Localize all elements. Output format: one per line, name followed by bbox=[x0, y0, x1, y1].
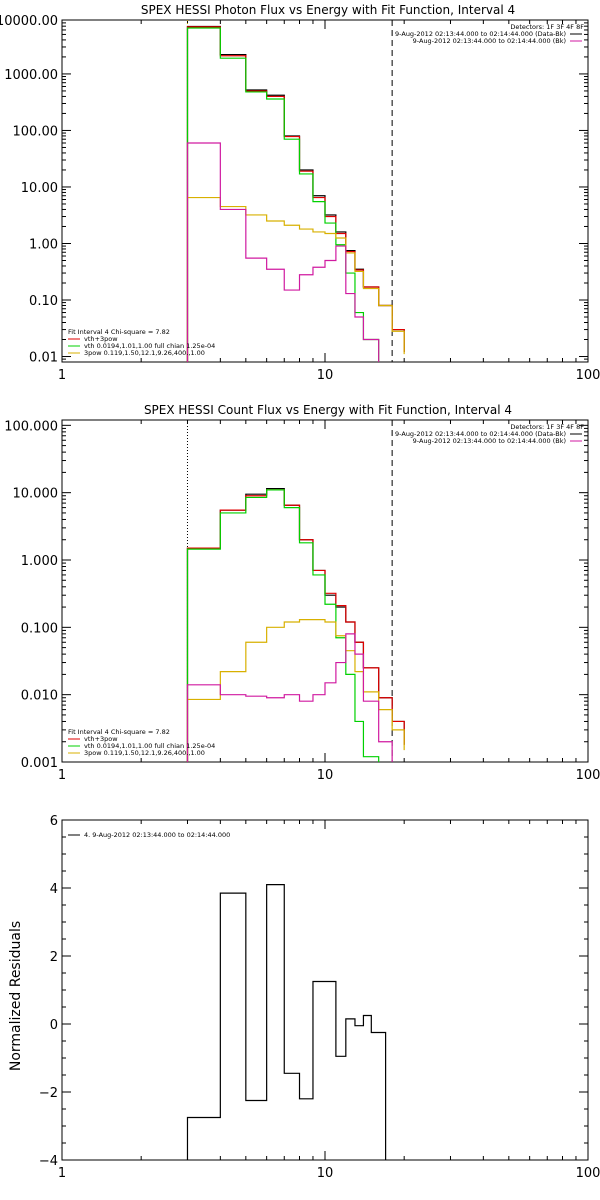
y-tick-label: 10000.00 bbox=[0, 14, 58, 29]
residual-legend-label: 4. 9-Aug-2012 02:13:44.000 to 02:14:44.0… bbox=[84, 831, 230, 839]
y-tick-label: 0.010 bbox=[21, 689, 58, 704]
residuals-panel: Normalized Residuals 1 10 100 6 4 2 0 −2 −4 4. 9-… bbox=[8, 814, 600, 1181]
y-tick-label: 0.10 bbox=[29, 294, 58, 309]
y-tick-label: 1000.00 bbox=[4, 68, 58, 83]
y-tick-label: 6 bbox=[50, 814, 58, 829]
fit-legend-label: 3pow 0.119,1.50,12.1,9.26,400.,1.00 bbox=[84, 349, 205, 357]
series-vth bbox=[186, 489, 380, 762]
plot-series-group bbox=[186, 20, 405, 362]
fit-legend-label: vth+3pow bbox=[84, 735, 118, 743]
x-tick-label: 100 bbox=[576, 368, 600, 383]
fit-legend-label: 3pow 0.119,1.50,12.1,9.26,400.,1.00 bbox=[84, 749, 205, 757]
time-legend-label: 9-Aug-2012 02:13:44.000 to 02:14:44.000 … bbox=[395, 430, 566, 438]
time-legend-label: 9-Aug-2012 02:13:44.000 to 02:14:44.000 … bbox=[413, 437, 566, 445]
y-tick-label: 100.00 bbox=[13, 124, 59, 139]
time-legend-label: 9-Aug-2012 02:13:44.000 to 02:14:44.000 … bbox=[395, 30, 566, 38]
y-tick-label: 0.100 bbox=[21, 621, 58, 636]
y-tick-label: 0 bbox=[50, 1018, 58, 1033]
photon-flux-title: SPEX HESSI Photon Flux vs Energy with Fi… bbox=[141, 3, 515, 17]
plot-series-group bbox=[186, 420, 405, 762]
x-tick-label: 10 bbox=[317, 768, 334, 783]
series-residuals bbox=[186, 884, 393, 1160]
y-tick-label: 4 bbox=[50, 882, 58, 897]
x-tick-label: 1 bbox=[58, 368, 66, 383]
y-tick-label: 100.000 bbox=[4, 419, 58, 434]
series-background bbox=[186, 142, 380, 362]
detectors-label: Detectors: 1F 3F 4F 8F bbox=[510, 423, 584, 431]
y-tick-label: −4 bbox=[39, 1154, 58, 1169]
fit-legend-label: vth 0.0194,1.01,1.00 full chian 1.25e-04 bbox=[84, 742, 215, 750]
fit-legend-header: Fit Interval 4 Chi-square = 7.82 bbox=[68, 328, 170, 336]
plot-series-group bbox=[186, 884, 393, 1160]
fit-legend-label: vth+3pow bbox=[84, 335, 118, 343]
count-flux-title: SPEX HESSI Count Flux vs Energy with Fit… bbox=[144, 403, 512, 417]
x-tick-label: 10 bbox=[317, 1166, 334, 1181]
photon-flux-panel: SPEX HESSI Photon Flux vs Energy with Fi… bbox=[0, 3, 600, 383]
detectors-label: Detectors: 1F 3F 4F 8F bbox=[510, 23, 584, 31]
x-tick-label: 1 bbox=[58, 1166, 66, 1181]
count-flux-panel: SPEX HESSI Count Flux vs Energy with Fit… bbox=[4, 403, 600, 783]
y-tick-label: 1.00 bbox=[29, 237, 58, 252]
fit-legend-label: vth 0.0194,1.01,1.00 full chian 1.25e-04 bbox=[84, 342, 215, 350]
x-tick-label: 1 bbox=[58, 768, 66, 783]
series-3pow bbox=[186, 619, 405, 762]
x-tick-label: 100 bbox=[576, 768, 600, 783]
fit-legend-header: Fit Interval 4 Chi-square = 7.82 bbox=[68, 728, 170, 736]
series-background bbox=[186, 633, 393, 762]
y-tick-label: 2 bbox=[50, 950, 58, 965]
y-tick-label: 0.001 bbox=[21, 756, 58, 771]
y-tick-label: 10.000 bbox=[13, 487, 59, 502]
y-tick-label: 1.000 bbox=[21, 554, 58, 569]
y-tick-label: 0.01 bbox=[29, 351, 58, 366]
y-tick-label: −2 bbox=[39, 1086, 58, 1101]
residuals-y-axis-label: Normalized Residuals bbox=[8, 921, 24, 1071]
time-legend-label: 9-Aug-2012 02:13:44.000 to 02:14:44.000 … bbox=[413, 37, 566, 45]
x-tick-label: 100 bbox=[576, 1166, 600, 1181]
y-tick-label: 10.00 bbox=[21, 181, 58, 196]
x-tick-label: 10 bbox=[317, 368, 334, 383]
